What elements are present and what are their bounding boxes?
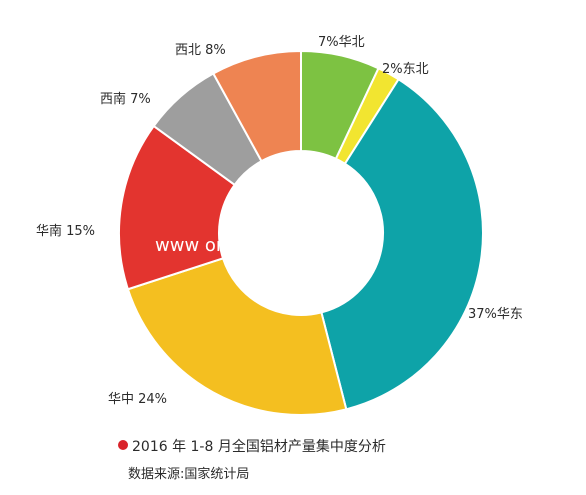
slice-label-西北: 西北 8% xyxy=(175,43,226,58)
slice-label-华南: 华南 15% xyxy=(36,223,95,239)
slice-label-华中: 华中 24% xyxy=(108,392,167,407)
slice-华中 xyxy=(126,257,348,416)
chart-title: 2016 年 1-8 月全国铝材产量集中度分析 xyxy=(118,436,386,456)
chart-source: 数据来源:国家统计局 xyxy=(128,467,250,482)
slice-西北 xyxy=(211,49,302,163)
donut-slices xyxy=(118,49,484,416)
slice-label-华东: 37%华东 xyxy=(468,307,523,322)
watermark-text: www om xyxy=(155,235,233,256)
slice-label-东北: 2%东北 xyxy=(382,62,429,77)
slice-华东 xyxy=(320,77,484,411)
slice-华南 xyxy=(118,124,237,291)
slice-label-西南: 西南 7% xyxy=(100,91,151,107)
chart-title-text: 2016 年 1-8 月全国铝材产量集中度分析 xyxy=(132,439,386,455)
bullet-dot-icon xyxy=(118,440,128,450)
slice-label-华北: 7%华北 xyxy=(318,35,365,50)
